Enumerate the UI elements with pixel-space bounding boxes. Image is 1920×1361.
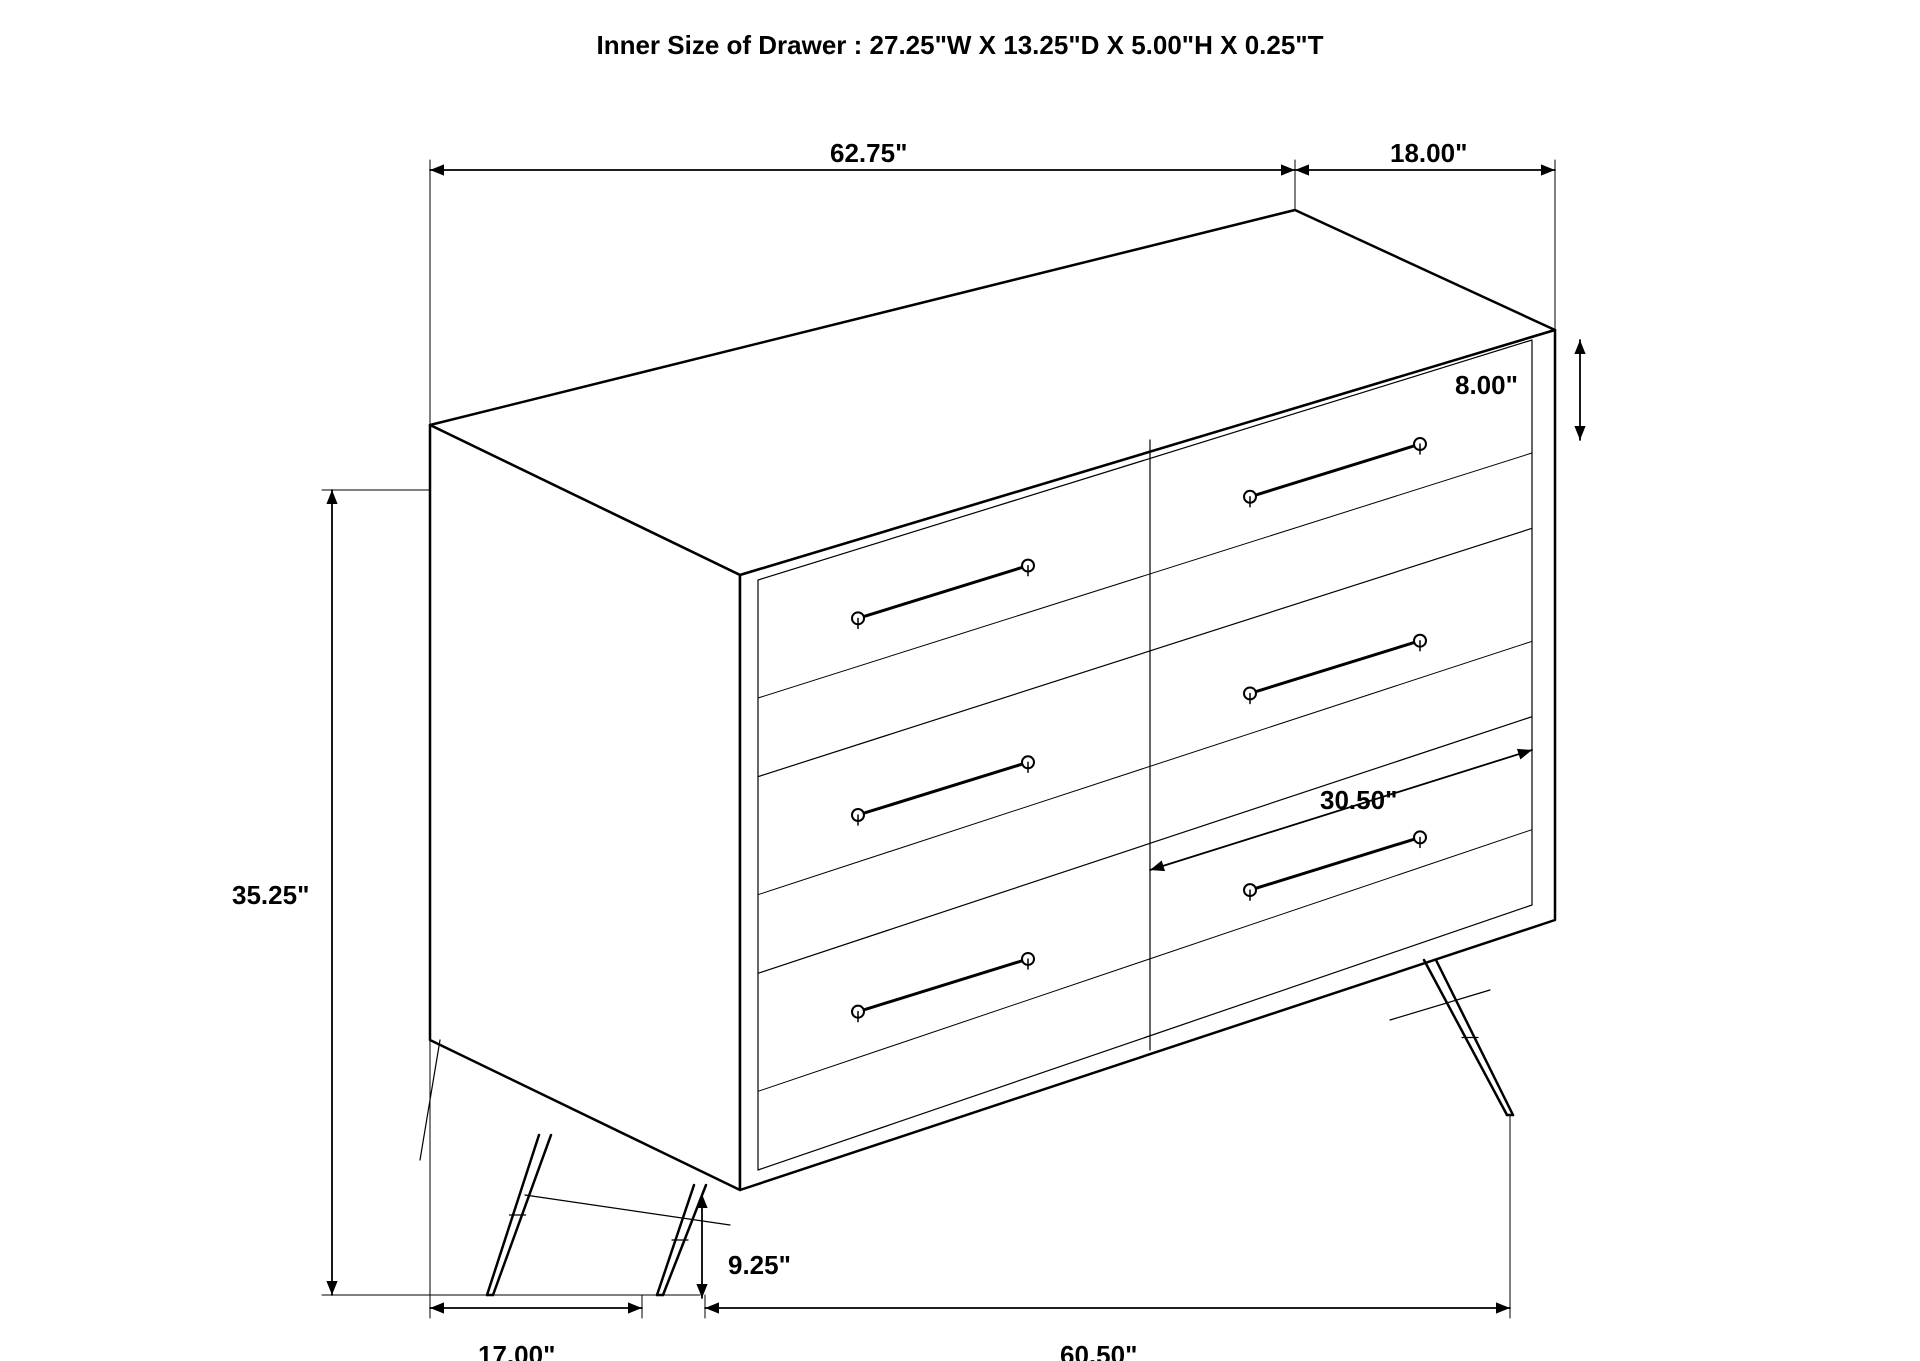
dim-drawer-h: 8.00" bbox=[1455, 370, 1518, 401]
dim-leg-h: 9.25" bbox=[728, 1250, 791, 1281]
dresser-diagram bbox=[0, 0, 1920, 1361]
dim-overall-h: 35.25" bbox=[232, 880, 309, 911]
dim-front-w: 60.50" bbox=[1060, 1340, 1137, 1361]
dim-drawer-w: 30.50" bbox=[1320, 785, 1397, 816]
dim-top-depth: 18.00" bbox=[1390, 138, 1467, 169]
page-title: Inner Size of Drawer : 27.25"W X 13.25"D… bbox=[0, 30, 1920, 61]
dim-top-width: 62.75" bbox=[830, 138, 907, 169]
dim-leg-spread: 17.00" bbox=[478, 1340, 555, 1361]
